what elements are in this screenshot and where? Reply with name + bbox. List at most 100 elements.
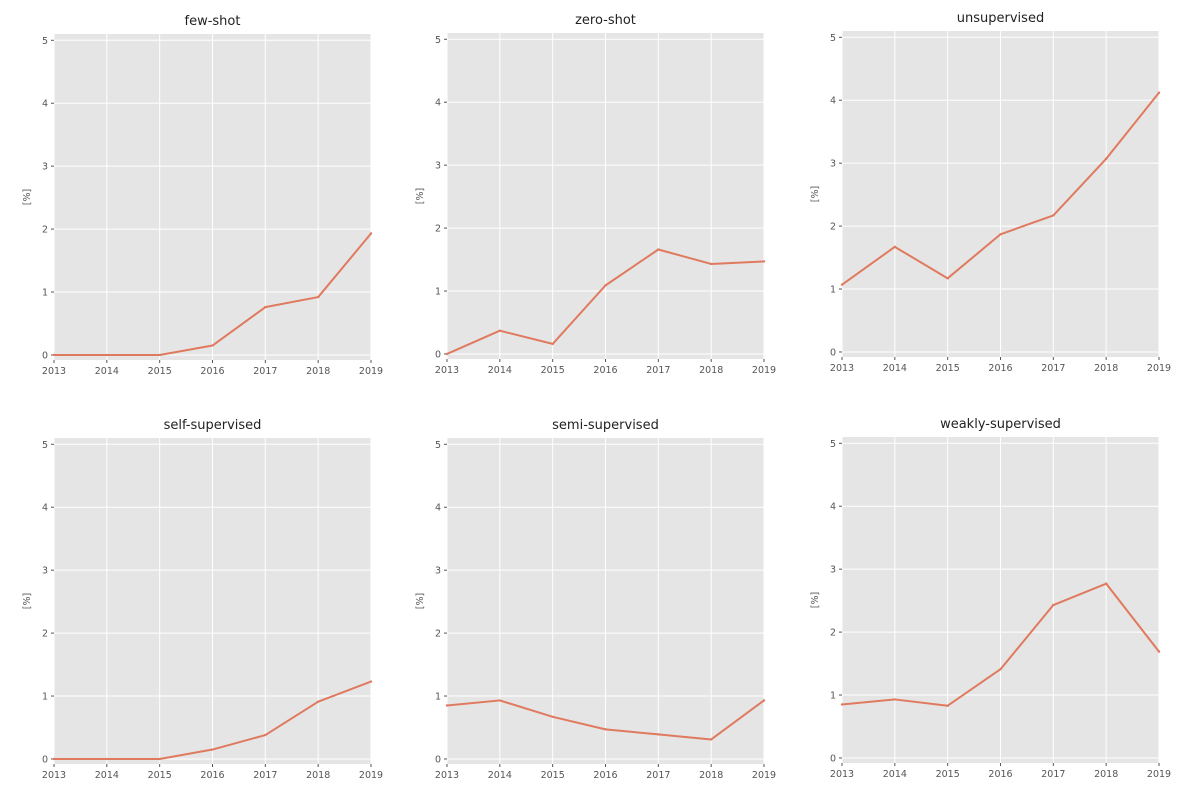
zero-shot-xtick-label-6: 2019: [752, 365, 776, 376]
few-shot-point-2018: [316, 295, 320, 299]
self-supervised-ytick-label-4: 4: [42, 503, 48, 514]
few-shot-xtick-label-6: 2019: [359, 366, 383, 377]
semi-supervised-ytick-label-1: 1: [435, 692, 441, 703]
few-shot-point-2017: [264, 305, 267, 309]
weakly-supervised-point-2013: [840, 703, 844, 706]
few-shot-point-2014: [105, 353, 109, 357]
self-supervised-ytick-label-1: 1: [42, 692, 48, 703]
weakly-supervised-point-2018: [1104, 582, 1108, 585]
self-supervised-xtick-label-2: 2015: [148, 770, 172, 781]
few-shot-xtick-label-5: 2018: [306, 366, 330, 377]
few-shot-point-2019: [369, 232, 373, 235]
weakly-supervised-xtick-label-1: 2014: [883, 769, 907, 780]
self-supervised-ytick-label-2: 2: [42, 629, 48, 640]
chart-self-supervised: 0 1 2 3 4 5 2013 2014 2015 2016 2017 2018 2019 self-s…: [22, 418, 383, 781]
weakly-supervised-ytick-label-0: 0: [830, 753, 836, 764]
few-shot-ytick-label-0: 0: [42, 350, 48, 361]
self-supervised-ytick-label-5: 5: [42, 440, 48, 451]
self-supervised-ylabel: [%]: [22, 593, 33, 609]
unsupervised-ylabel: [%]: [810, 186, 821, 202]
unsupervised-point-2015: [946, 277, 949, 280]
weakly-supervised-ytick-label-4: 4: [830, 502, 836, 513]
zero-shot-point-2019: [762, 260, 766, 263]
unsupervised-ytick-label-1: 1: [830, 285, 836, 296]
unsupervised-ytick-label-2: 2: [830, 222, 836, 233]
zero-shot-ytick-label-4: 4: [435, 98, 441, 109]
zero-shot-xtick-label-5: 2018: [699, 365, 723, 376]
self-supervised-xtick-label-4: 2017: [253, 770, 277, 781]
weakly-supervised-ytick-label-5: 5: [830, 439, 836, 450]
few-shot-xtick-label-2: 2015: [148, 366, 172, 377]
few-shot-xtick-label-3: 2016: [200, 366, 224, 377]
self-supervised-ytick-label-0: 0: [42, 754, 48, 765]
few-shot-ytick-label-2: 2: [42, 225, 48, 236]
panel-semi-supervised: 0 1 2 3 4 5 2013 2014 2015 2016 2017 2018 2019 semi-s…: [413, 414, 783, 804]
semi-supervised-point-2017: [657, 733, 660, 736]
self-supervised-point-2014: [105, 757, 109, 761]
panel-zero-shot: 0 1 2 3 4 5 2013 2014 2015 2016 2017 2018 2019 zero-s…: [413, 9, 783, 399]
semi-supervised-point-2013: [445, 704, 449, 707]
unsupervised-point-2018: [1104, 157, 1108, 160]
zero-shot-point-2013: [445, 352, 449, 356]
unsupervised-xtick-label-3: 2016: [988, 363, 1012, 374]
zero-shot-point-2016: [604, 284, 607, 287]
panel-self-supervised: 0 1 2 3 4 5 2013 2014 2015 2016 2017 2018 2019 self-s…: [20, 414, 390, 804]
weakly-supervised-point-2017: [1052, 603, 1055, 607]
unsupervised-xtick-label-2: 2015: [936, 363, 960, 374]
panel-unsupervised: 0 1 2 3 4 5 2013 2014 2015 2016 2017 2018 2019 unsupe…: [808, 7, 1178, 397]
self-supervised-xtick-label-0: 2013: [42, 770, 66, 781]
self-supervised-point-2019: [369, 680, 373, 683]
panel-few-shot: 0 1 2 3 4 5 2013 2014 2015 2016 2017 2018 2019 few-sh…: [20, 10, 390, 400]
zero-shot-ytick-label-5: 5: [435, 35, 441, 46]
few-shot-point-2013: [52, 353, 56, 357]
zero-shot-xtick-label-0: 2013: [435, 365, 459, 376]
semi-supervised-ytick-label-2: 2: [435, 629, 441, 640]
panel-weakly-supervised: 0 1 2 3 4 5 2013 2014 2015 2016 2017 2018 2019 weakly…: [808, 413, 1178, 803]
zero-shot-ytick-label-3: 3: [435, 161, 441, 172]
unsupervised-ytick-label-0: 0: [830, 347, 836, 358]
chart-semi-supervised: 0 1 2 3 4 5 2013 2014 2015 2016 2017 2018 2019 semi-s…: [415, 418, 776, 781]
weakly-supervised-point-2016: [999, 668, 1002, 671]
chart-weakly-supervised: 0 1 2 3 4 5 2013 2014 2015 2016 2017 2018 2019 weakly…: [810, 417, 1171, 780]
weakly-supervised-ytick-label-3: 3: [830, 565, 836, 576]
self-supervised-point-2013: [52, 757, 56, 761]
self-supervised-xtick-label-6: 2019: [359, 770, 383, 781]
unsupervised-point-2013: [840, 283, 844, 286]
few-shot-ytick-label-3: 3: [42, 162, 48, 173]
self-supervised-xtick-label-5: 2018: [306, 770, 330, 781]
weakly-supervised-point-2014: [893, 698, 897, 701]
unsupervised-ytick-label-4: 4: [830, 96, 836, 107]
zero-shot-xtick-label-1: 2014: [488, 365, 512, 376]
semi-supervised-xtick-label-1: 2014: [488, 770, 512, 781]
semi-supervised-ytick-label-4: 4: [435, 503, 441, 514]
few-shot-xtick-label-1: 2014: [95, 366, 119, 377]
unsupervised-xtick-label-5: 2018: [1094, 363, 1118, 374]
few-shot-xtick-label-0: 2013: [42, 366, 66, 377]
unsupervised-xtick-label-4: 2017: [1041, 363, 1065, 374]
semi-supervised-xtick-label-5: 2018: [699, 770, 723, 781]
unsupervised-point-2017: [1052, 214, 1055, 217]
semi-supervised-xtick-label-6: 2019: [752, 770, 776, 781]
semi-supervised-point-2019: [762, 699, 766, 702]
chart-zero-shot: 0 1 2 3 4 5 2013 2014 2015 2016 2017 2018 2019 zero-s…: [415, 13, 776, 376]
semi-supervised-ytick-label-3: 3: [435, 566, 441, 577]
weakly-supervised-xtick-label-0: 2013: [830, 769, 854, 780]
self-supervised-ytick-label-3: 3: [42, 566, 48, 577]
unsupervised-xtick-label-6: 2019: [1147, 363, 1171, 374]
semi-supervised-xtick-label-0: 2013: [435, 770, 459, 781]
zero-shot-point-2015: [551, 342, 554, 346]
zero-shot-ytick-label-0: 0: [435, 349, 441, 360]
weakly-supervised-ytick-label-1: 1: [830, 691, 836, 702]
unsupervised-title: unsupervised: [957, 11, 1044, 26]
semi-supervised-title: semi-supervised: [552, 418, 659, 433]
zero-shot-xtick-label-4: 2017: [646, 365, 670, 376]
weakly-supervised-ytick-label-2: 2: [830, 628, 836, 639]
zero-shot-point-2017: [657, 248, 660, 251]
semi-supervised-xtick-label-3: 2016: [593, 770, 617, 781]
weakly-supervised-xtick-label-4: 2017: [1041, 769, 1065, 780]
weakly-supervised-point-2019: [1157, 650, 1161, 653]
few-shot-xtick-label-4: 2017: [253, 366, 277, 377]
unsupervised-point-2016: [999, 233, 1002, 236]
weakly-supervised-xtick-label-2: 2015: [936, 769, 960, 780]
